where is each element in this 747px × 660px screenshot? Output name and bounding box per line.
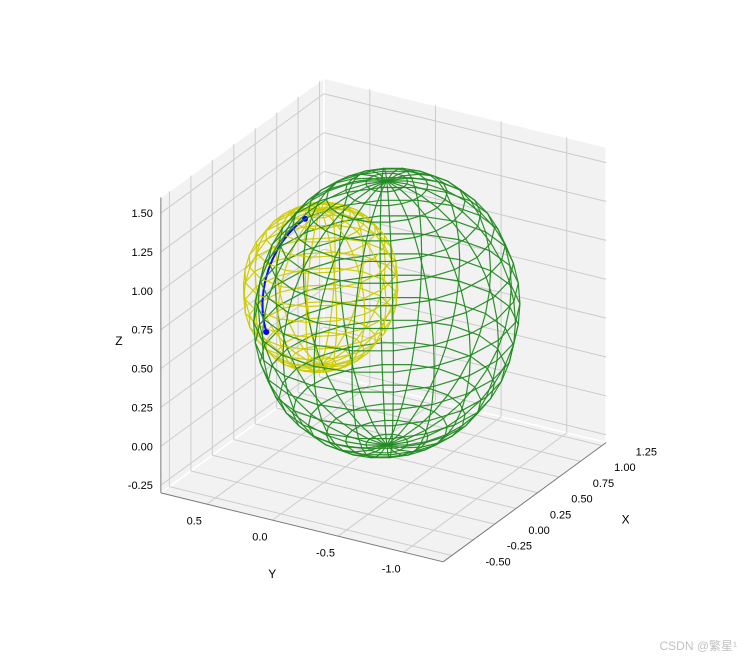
svg-text:-1.0: -1.0 <box>382 563 401 575</box>
x-axis-label: X <box>622 512 630 526</box>
svg-text:1.00: 1.00 <box>131 286 152 298</box>
svg-text:1.25: 1.25 <box>636 446 657 458</box>
svg-text:0.0: 0.0 <box>252 531 267 543</box>
svg-text:0.75: 0.75 <box>131 325 152 337</box>
svg-text:0.00: 0.00 <box>131 441 152 453</box>
watermark: CSDN @繁星¹ <box>659 637 737 654</box>
svg-text:0.50: 0.50 <box>571 494 592 506</box>
chart-3d-spheres: -0.50-0.250.000.250.500.751.001.25-1.0-0… <box>0 0 747 660</box>
svg-text:-0.5: -0.5 <box>316 547 335 559</box>
svg-text:1.25: 1.25 <box>131 247 152 259</box>
svg-text:-0.50: -0.50 <box>485 556 510 568</box>
svg-text:0.50: 0.50 <box>131 364 152 376</box>
z-axis-label: Z <box>115 334 122 348</box>
y-axis-label: Y <box>268 567 276 581</box>
svg-text:0.25: 0.25 <box>550 509 571 521</box>
svg-text:0.5: 0.5 <box>187 515 202 527</box>
svg-text:0.00: 0.00 <box>528 525 549 537</box>
svg-text:1.00: 1.00 <box>614 462 635 474</box>
svg-text:-0.25: -0.25 <box>507 541 532 553</box>
chart-svg: -0.50-0.250.000.250.500.751.001.25-1.0-0… <box>0 0 747 660</box>
svg-text:-0.25: -0.25 <box>128 480 153 492</box>
svg-text:1.50: 1.50 <box>131 208 152 220</box>
svg-text:0.75: 0.75 <box>593 478 614 490</box>
svg-text:0.25: 0.25 <box>131 402 152 414</box>
